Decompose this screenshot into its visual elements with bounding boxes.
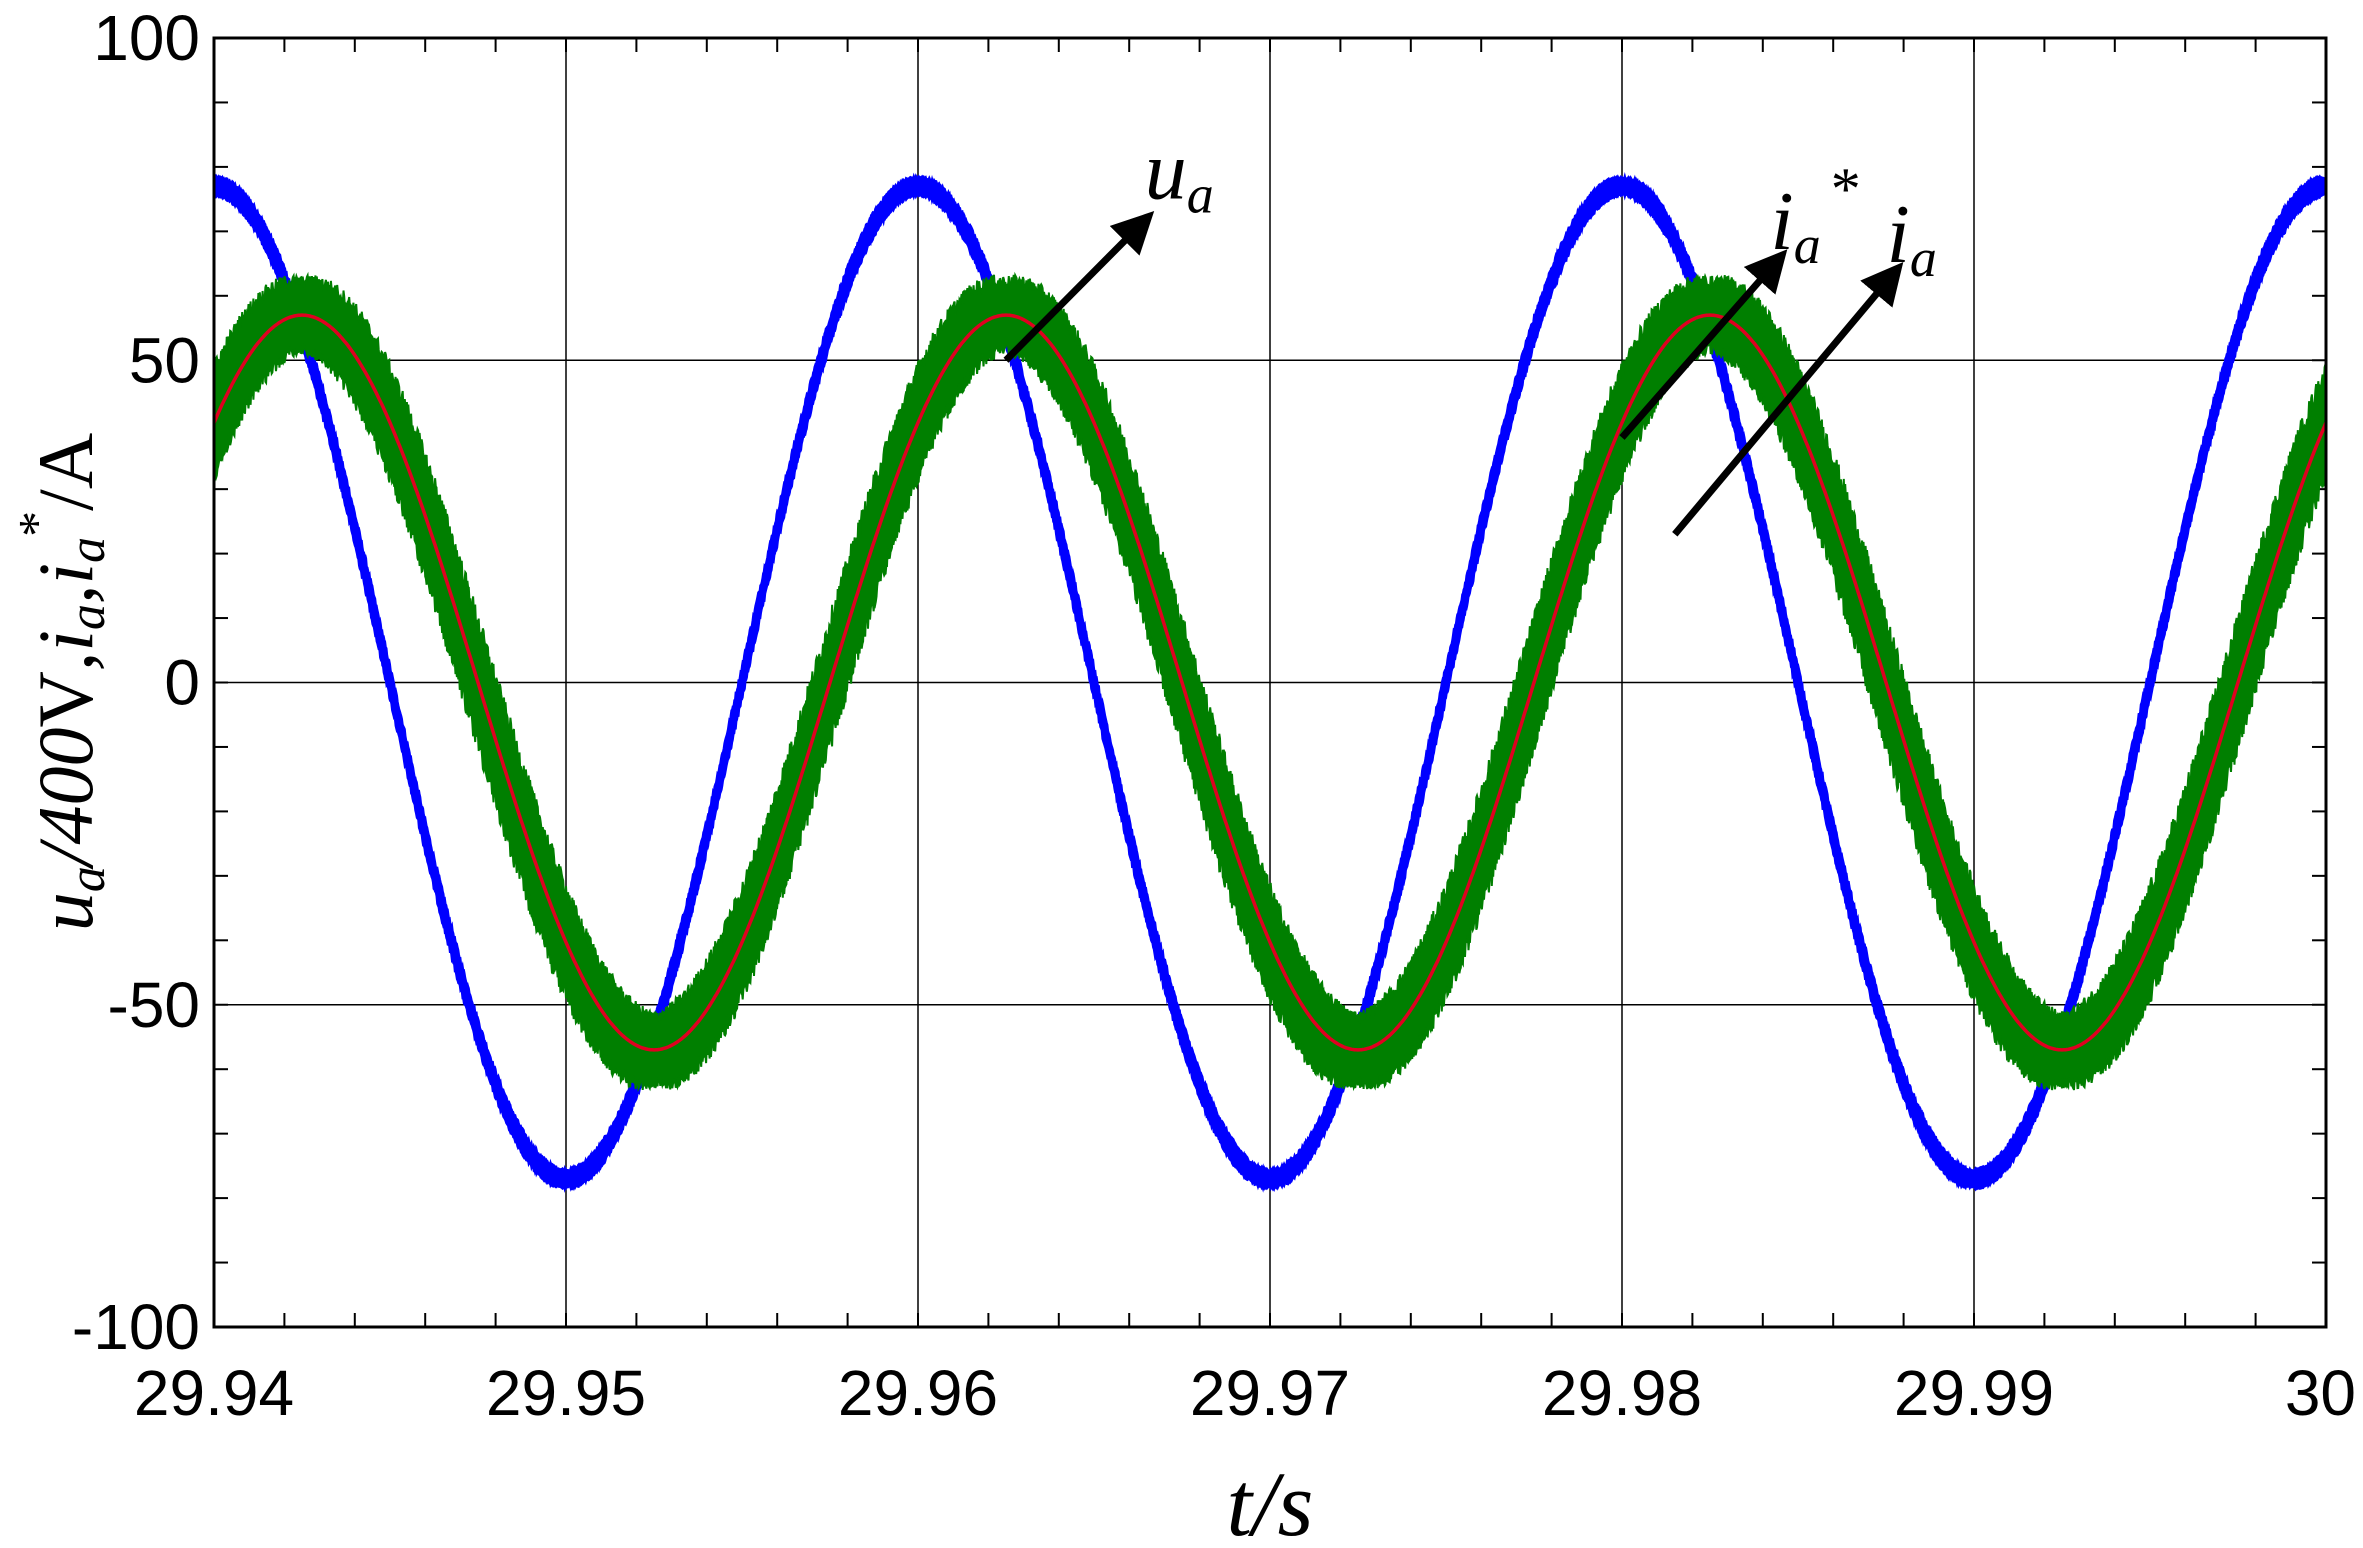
y-tick-label: -50 [108, 969, 201, 1041]
x-tick-labels: 29.94 29.95 29.96 29.97 29.98 29.99 30 [134, 1357, 2356, 1429]
x-tick-label: 29.97 [1190, 1357, 1350, 1429]
y-tick-label: -100 [72, 1291, 200, 1363]
x-tick-label: 29.99 [1894, 1357, 2054, 1429]
x-tick-label: 29.96 [838, 1357, 998, 1429]
y-tick-label: 100 [93, 2, 200, 74]
x-tick-label: 29.95 [486, 1357, 646, 1429]
x-tick-label: 29.98 [1542, 1357, 1702, 1429]
series-i_a-ref [214, 313, 2326, 1052]
y-tick-labels: 100 50 0 -50 -100 [72, 2, 200, 1363]
annotation-arrow [1619, 249, 1788, 440]
y-tick-label: 0 [164, 647, 200, 719]
x-tick-label: 30 [2285, 1357, 2356, 1429]
x-axis-label: t/s [1227, 1453, 1314, 1548]
series-i_a [214, 271, 2326, 1093]
x-tick-label: 29.94 [134, 1357, 294, 1429]
annotation-arrow [1003, 211, 1155, 363]
annotation-label: ia [1887, 188, 1937, 288]
annotation-arrow [1672, 261, 1904, 537]
series-u_a [214, 172, 2326, 1193]
plot-frame [212, 36, 2328, 1329]
annotations: ua ia* ia [1003, 124, 1937, 537]
y-tick-label: 50 [129, 324, 200, 396]
annotation-label: ia* [1770, 156, 1860, 275]
annotation-label: ua [1145, 124, 1214, 224]
series-layer [214, 172, 2326, 1193]
grid [214, 38, 2326, 1327]
y-axis-label: ua/400V,ia,ia*/A [9, 433, 116, 931]
